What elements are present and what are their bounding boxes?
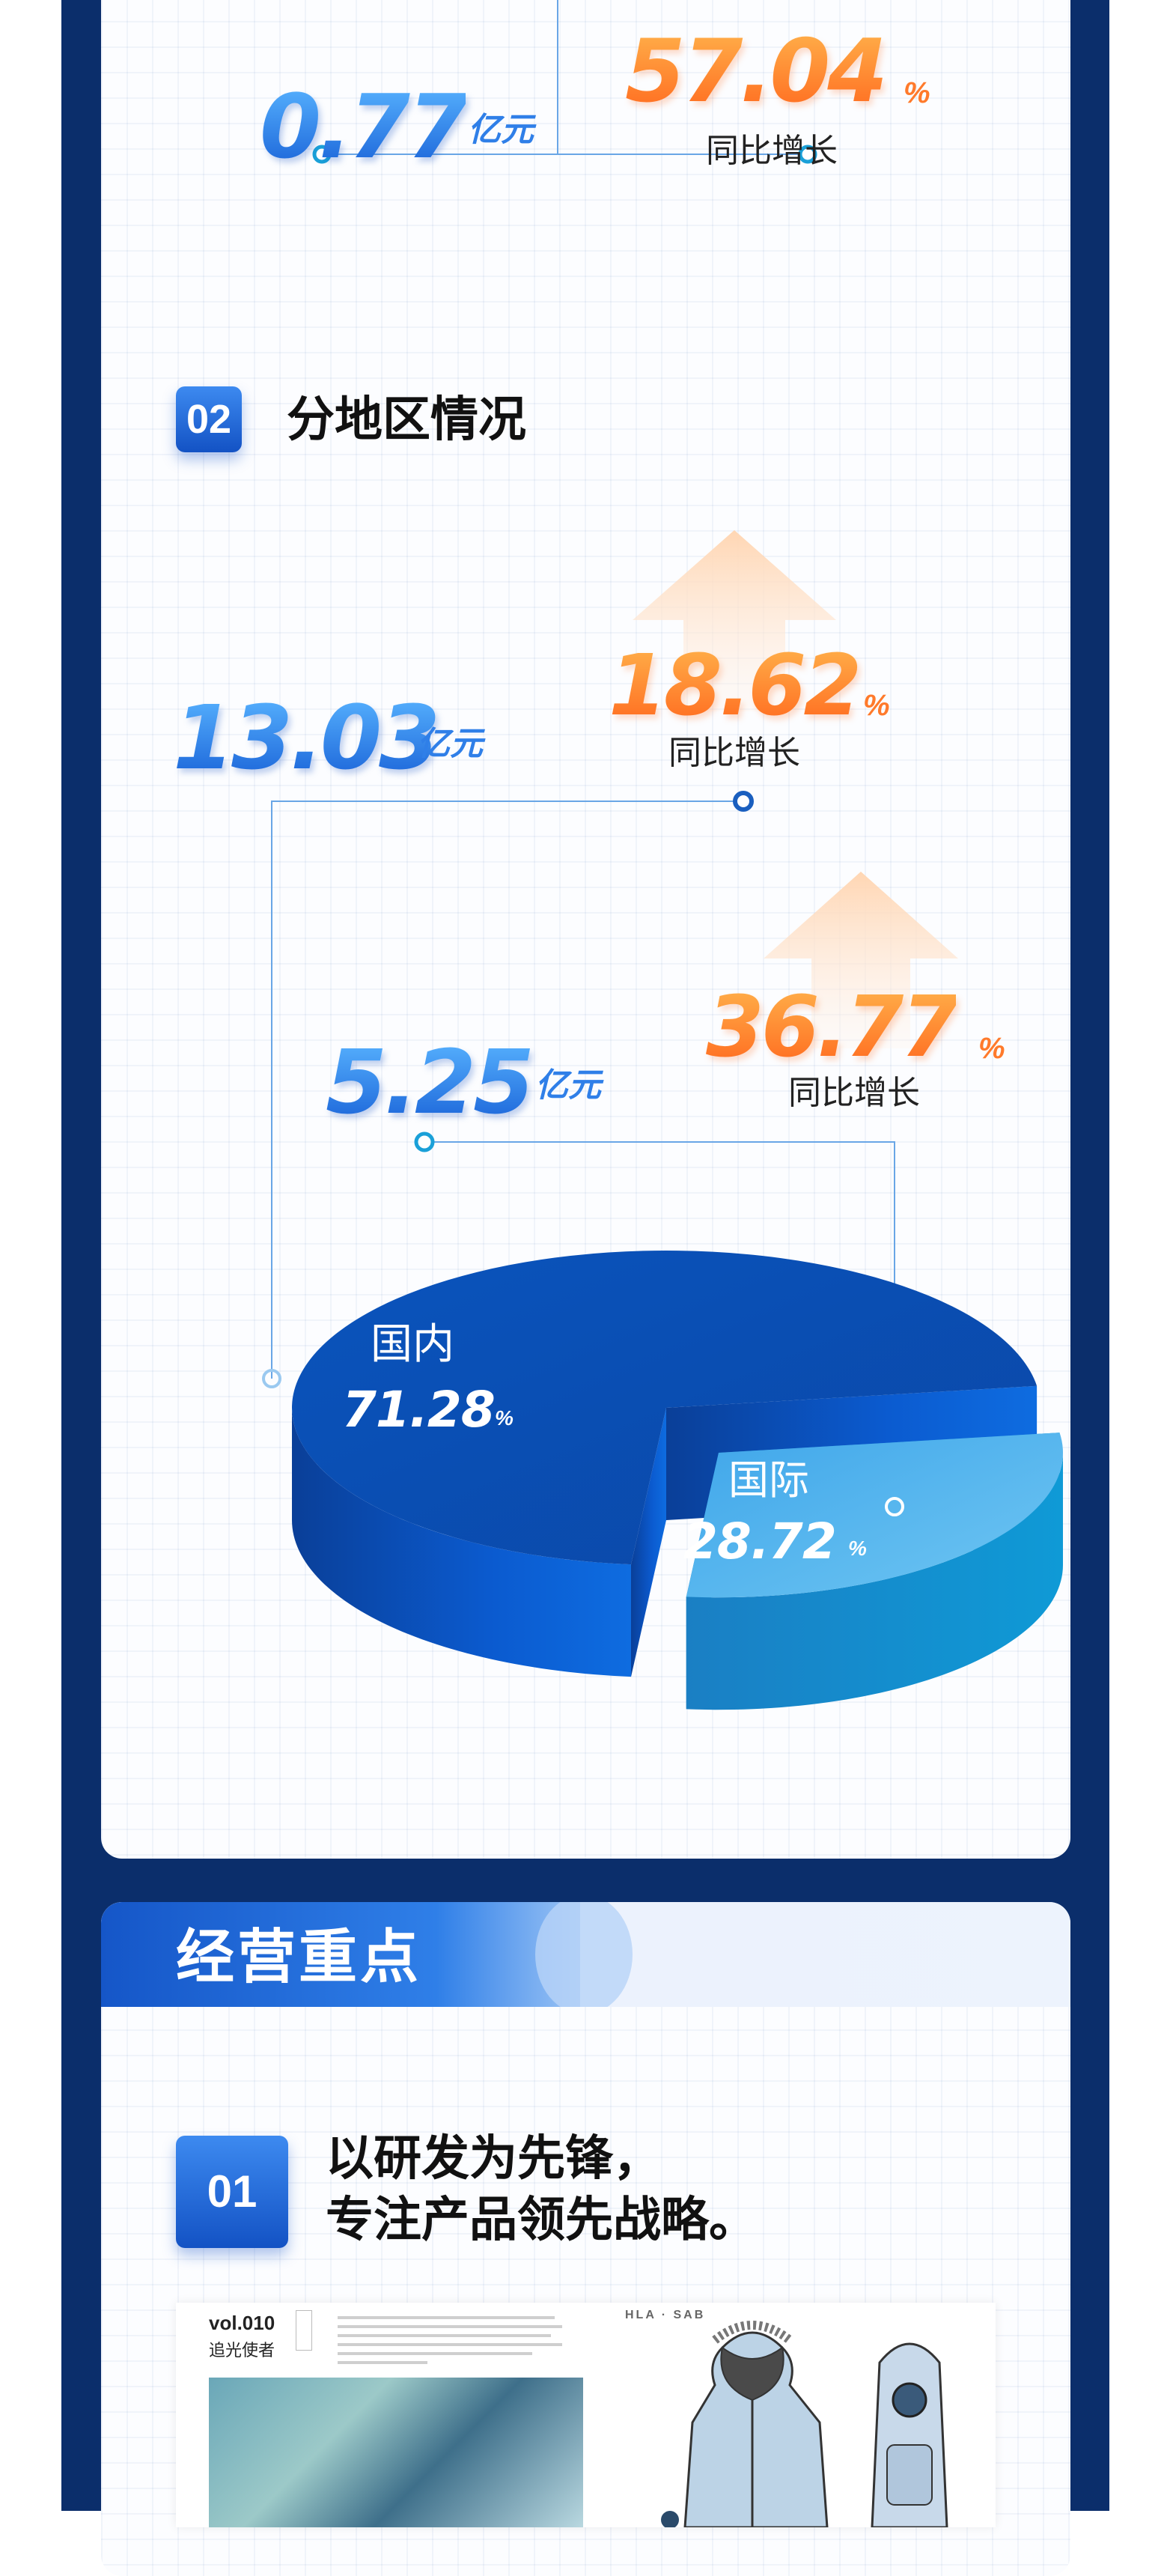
- top-value: 0.77: [260, 75, 469, 178]
- region-pie-chart: [292, 1250, 1063, 1710]
- domestic-revenue: 13.03: [173, 686, 440, 789]
- magazine-aurora-photo: [209, 2378, 583, 2527]
- domestic-growth: 18.62: [609, 637, 862, 735]
- domestic-pie-marker: [262, 1369, 281, 1388]
- focus-badge-01: 01: [176, 2136, 288, 2248]
- intl-connector-dot: [414, 1131, 435, 1152]
- top-arrow-graphic: [312, 0, 817, 164]
- backpack-illustration: [871, 2342, 948, 2527]
- magazine-body-text: [338, 2313, 562, 2366]
- focus-title-line1: 以研发为先锋，: [326, 2131, 661, 2185]
- intl-slice-share: 28.72: [683, 1513, 837, 1570]
- intl-growth-label: 同比增长: [788, 1075, 920, 1111]
- domestic-slice-share-unit: %: [495, 1406, 514, 1430]
- region-stats-graphic: [271, 530, 958, 1475]
- intl-slice-share-unit: %: [848, 1537, 867, 1560]
- domestic-slice-share: 71.28: [342, 1381, 496, 1439]
- intl-growth-arrow: [764, 872, 958, 1048]
- top-right-dot: [798, 145, 817, 164]
- domestic-growth-unit: %: [863, 689, 890, 722]
- domestic-revenue-unit: 亿元: [417, 726, 483, 762]
- intl-pie-marker: [885, 1497, 904, 1516]
- top-value-unit: 亿元: [468, 112, 534, 148]
- pie-slice-intl: [686, 1433, 1063, 1598]
- focus-card: 经营重点 01 以研发为先锋， 专注产品领先战略。 vol.010 追光使者 H…: [101, 1902, 1070, 2576]
- top-growth-value: 57.04: [625, 21, 888, 122]
- magazine-preview: vol.010 追光使者 HLA · SAB: [176, 2303, 996, 2527]
- intl-growth: 36.77: [706, 979, 959, 1076]
- intl-revenue-unit: 亿元: [535, 1067, 601, 1104]
- domestic-connector-dot: [733, 791, 754, 812]
- intl-growth-unit: %: [978, 1032, 1005, 1065]
- domestic-growth-arrow: [633, 530, 836, 711]
- section-badge-02: 02: [176, 386, 242, 452]
- top-growth-label: 同比增长: [706, 133, 838, 169]
- pie-slice-domestic-face: [631, 1408, 666, 1677]
- pie-markers: [262, 1369, 904, 1516]
- pie-slice-domestic-side: [292, 1408, 632, 1677]
- domestic-slice-label: 国内: [371, 1320, 454, 1367]
- top-growth-unit: %: [904, 76, 930, 109]
- pie-slice-intl-side: [686, 1453, 1063, 1710]
- top-left-dot: [312, 145, 332, 164]
- intl-revenue: 5.25: [326, 1030, 534, 1134]
- focus-banner-title: 经营重点: [176, 1924, 422, 1990]
- financial-card: 0.77 亿元 57.04 % 同比增长 02 分地区情况 13.03 亿元 1…: [101, 0, 1070, 1859]
- focus-banner-gradient: [101, 1902, 580, 2007]
- pie-slice-domestic: [292, 1250, 1038, 1565]
- focus-title-line2: 专注产品领先战略。: [326, 2193, 757, 2247]
- intl-slice-label: 国际: [728, 1458, 809, 1503]
- focus-banner-ellipse: [535, 1902, 633, 2007]
- magazine-vol: vol.010: [209, 2312, 275, 2334]
- focus-banner: 经营重点: [101, 1902, 1070, 2007]
- domestic-growth-label: 同比增长: [668, 735, 800, 771]
- magazine-brand: HLA · SAB: [625, 2309, 706, 2321]
- domestic-connector-line: [271, 801, 743, 1379]
- magazine-subtitle: 追光使者: [209, 2341, 275, 2360]
- jacket-illustration: [661, 2321, 829, 2527]
- section-title-region: 分地区情况: [287, 392, 526, 446]
